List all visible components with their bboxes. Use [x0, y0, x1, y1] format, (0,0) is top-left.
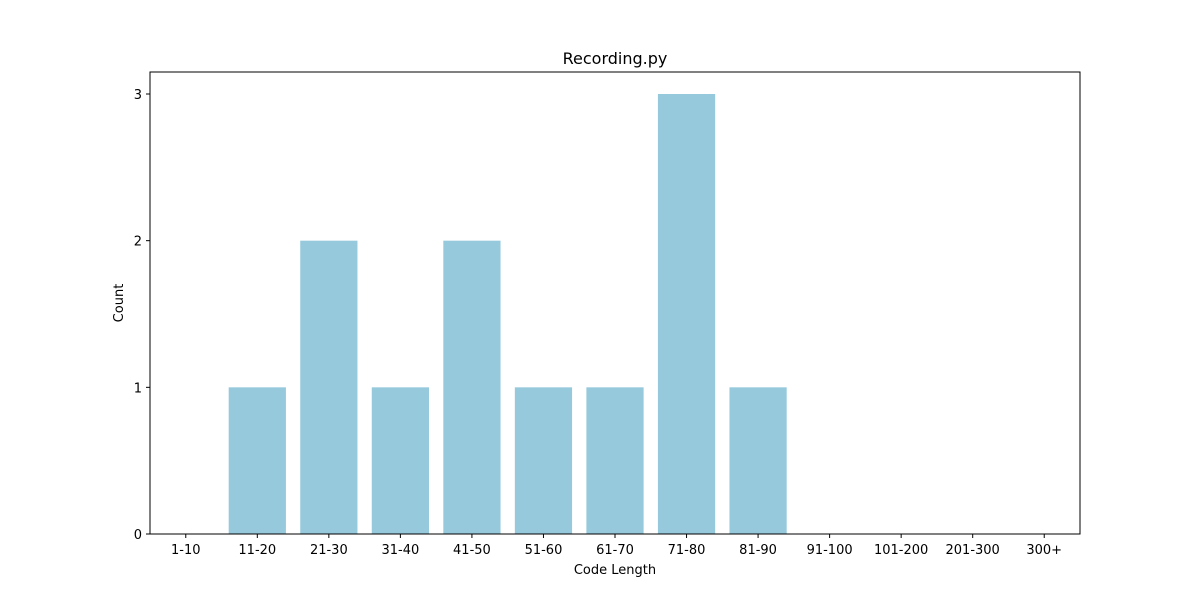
- x-axis: 1-10 11-20 21-30 31-40 41-50 51-60 61-70 71-80 8…: [171, 534, 1062, 558]
- bar-51-60: [515, 387, 572, 534]
- x-tick-label: 201-300: [946, 543, 1000, 558]
- bar-11-20: [229, 387, 286, 534]
- x-tick-label: 11-20: [238, 543, 276, 558]
- x-tick-label: 61-70: [596, 543, 634, 558]
- bar-41-50: [443, 241, 500, 534]
- x-tick-label: 31-40: [381, 543, 419, 558]
- x-tick-label: 81-90: [739, 543, 777, 558]
- x-axis-label: Code Length: [574, 563, 656, 578]
- x-tick-label: 51-60: [525, 543, 563, 558]
- bars-group: [229, 94, 787, 534]
- x-tick-label: 1-10: [171, 543, 201, 558]
- x-tick-label: 300+: [1026, 543, 1062, 558]
- y-tick-label: 2: [134, 235, 142, 250]
- y-tick-label: 1: [134, 381, 142, 396]
- x-tick-label: 91-100: [807, 543, 853, 558]
- y-tick-label: 0: [134, 528, 142, 543]
- bar-81-90: [729, 387, 786, 534]
- y-axis-label: Count: [112, 284, 127, 323]
- x-tick-label: 21-30: [310, 543, 348, 558]
- x-tick-label: 41-50: [453, 543, 491, 558]
- x-tick-label: 101-200: [874, 543, 928, 558]
- bar-31-40: [372, 387, 429, 534]
- y-axis: 0 1 2 3: [134, 88, 150, 543]
- chart-title: Recording.py: [563, 49, 668, 68]
- x-tick-label: 71-80: [668, 543, 706, 558]
- y-tick-label: 3: [134, 88, 142, 103]
- bar-61-70: [586, 387, 643, 534]
- bar-21-30: [300, 241, 357, 534]
- bar-71-80: [658, 94, 715, 534]
